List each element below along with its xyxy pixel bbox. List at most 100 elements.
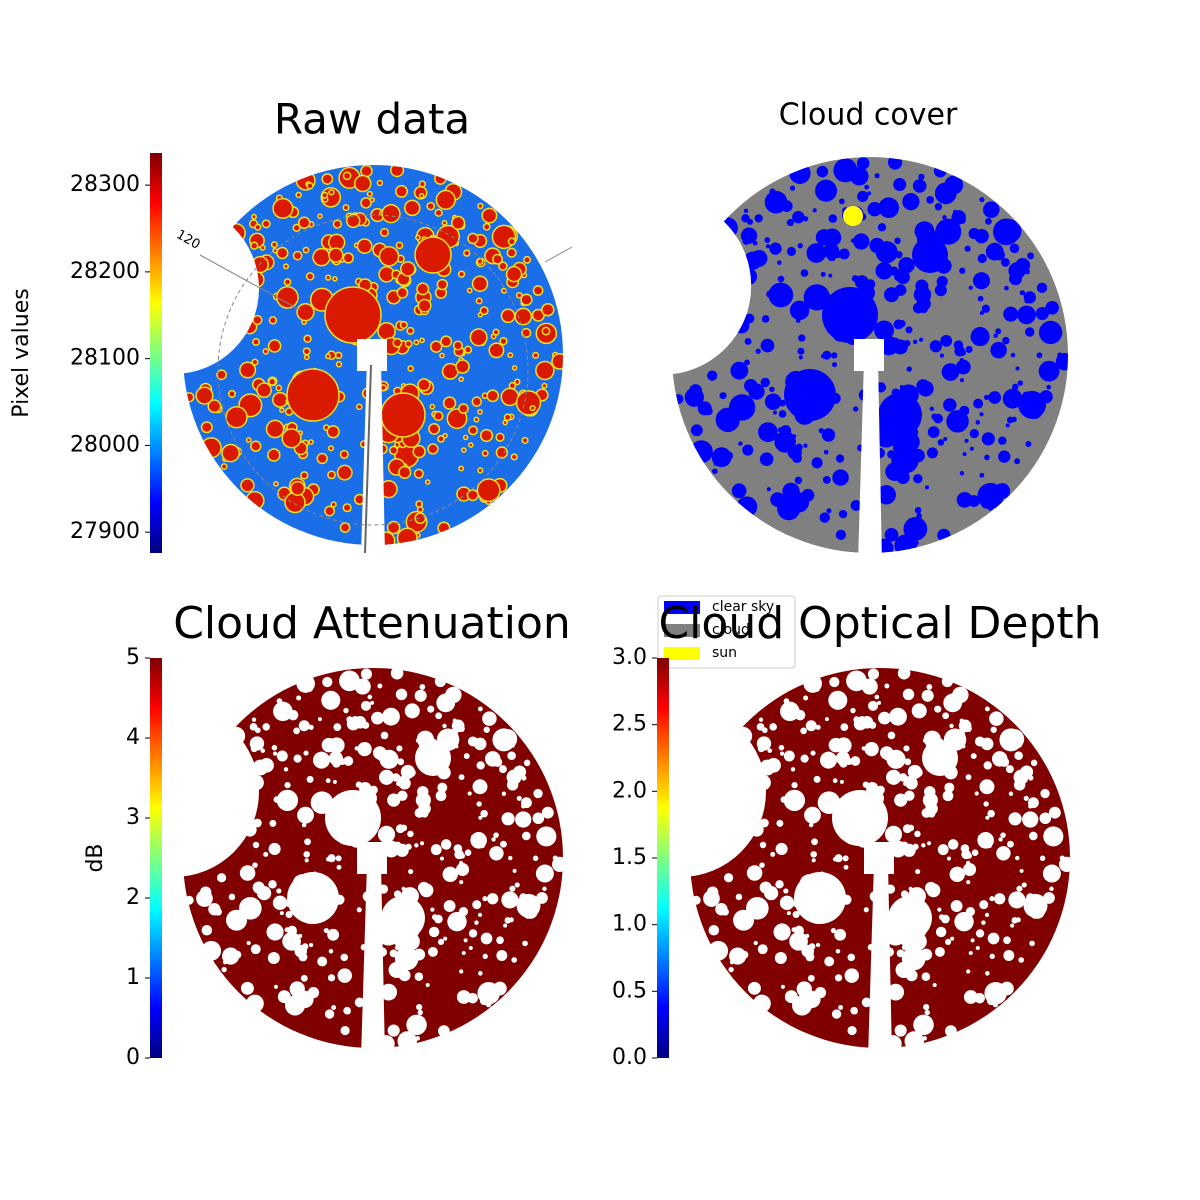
image-blob (503, 413, 512, 422)
image-blob (914, 230, 919, 235)
image-blob (496, 936, 504, 945)
image-blob (498, 765, 507, 774)
image-blob (1006, 416, 1014, 424)
image-blob (428, 946, 438, 957)
image-blob (414, 689, 427, 702)
image-blob (239, 361, 257, 379)
image-blob (874, 694, 880, 700)
image-blob (417, 298, 432, 313)
image-blob (458, 465, 465, 472)
image-blob (532, 351, 540, 359)
image-blob (508, 855, 513, 861)
image-blob (950, 900, 963, 912)
colorbar (657, 658, 669, 1058)
image-blob (937, 528, 951, 542)
image-blob (792, 995, 813, 1016)
image-blob (800, 727, 807, 735)
image-blob (199, 272, 206, 280)
image-blob (744, 313, 755, 324)
image-blob (753, 940, 758, 946)
image-blob (354, 678, 371, 695)
image-blob (530, 908, 535, 914)
image-blob (896, 949, 905, 958)
image-blob (552, 856, 568, 873)
image-blob (970, 753, 977, 760)
image-blob (415, 738, 421, 743)
image-blob (390, 666, 404, 680)
image-blob (327, 470, 336, 480)
image-blob (758, 717, 764, 722)
image-blob (307, 685, 313, 692)
image-blob (904, 790, 915, 801)
image-blob (792, 911, 800, 919)
image-blob (230, 791, 238, 799)
image-blob (921, 843, 926, 848)
image-blob (362, 890, 374, 902)
image-blob (443, 936, 448, 941)
image-blob (308, 942, 314, 948)
image-blob (874, 320, 894, 341)
image-blob (343, 756, 354, 766)
image-blob (703, 890, 720, 907)
image-blob (943, 398, 957, 412)
image-blob (912, 339, 918, 345)
image-blob (998, 436, 1007, 445)
image-blob (934, 705, 942, 713)
image-blob (904, 775, 917, 789)
image-blob (712, 856, 718, 863)
image-blob (360, 668, 372, 680)
image-blob (317, 956, 328, 967)
sky-image (668, 155, 1074, 559)
image-blob (1012, 383, 1019, 391)
image-blob (273, 480, 279, 487)
image-blob (866, 781, 879, 795)
image-blob (990, 341, 1007, 359)
image-blob (446, 408, 468, 430)
image-blob (430, 844, 442, 856)
image-blob (743, 251, 762, 270)
colorbar-label: Pixel values (9, 288, 34, 417)
image-blob (849, 167, 869, 186)
image-blob (773, 923, 791, 941)
image-blob (1016, 885, 1023, 892)
image-blob (331, 1005, 337, 1010)
image-blob (397, 758, 405, 766)
image-blob (694, 353, 702, 360)
image-blob (753, 770, 758, 775)
image-blob (824, 717, 829, 722)
image-blob (783, 789, 806, 812)
image-blob (797, 984, 812, 999)
image-blob (929, 340, 943, 353)
image-blob (304, 858, 309, 863)
image-blob (733, 909, 755, 931)
image-blob (1045, 301, 1059, 315)
image-blob (296, 302, 315, 322)
image-blob (873, 538, 894, 559)
image-blob (759, 759, 776, 776)
image-blob (963, 990, 978, 1004)
image-blob (764, 237, 771, 243)
image-blob (819, 512, 830, 523)
image-blob (515, 291, 523, 299)
image-blob (377, 443, 388, 455)
image-blob (924, 485, 930, 490)
image-blob (914, 830, 921, 838)
panel-title: Cloud Attenuation (173, 598, 571, 649)
image-blob (495, 446, 509, 459)
image-blob (1010, 923, 1015, 928)
image-blob (878, 1010, 885, 1017)
image-blob (509, 885, 516, 892)
image-blob (985, 815, 990, 820)
image-blob (768, 282, 794, 308)
image-blob (367, 694, 373, 700)
image-blob (1040, 788, 1050, 799)
image-blob (733, 726, 753, 746)
image-blob (794, 476, 803, 485)
image-blob (876, 485, 896, 505)
image-blob (769, 242, 782, 255)
image-blob (184, 895, 194, 905)
image-blob (800, 269, 809, 277)
image-blob (979, 779, 995, 795)
image-blob (902, 688, 915, 701)
image-blob (196, 890, 213, 907)
